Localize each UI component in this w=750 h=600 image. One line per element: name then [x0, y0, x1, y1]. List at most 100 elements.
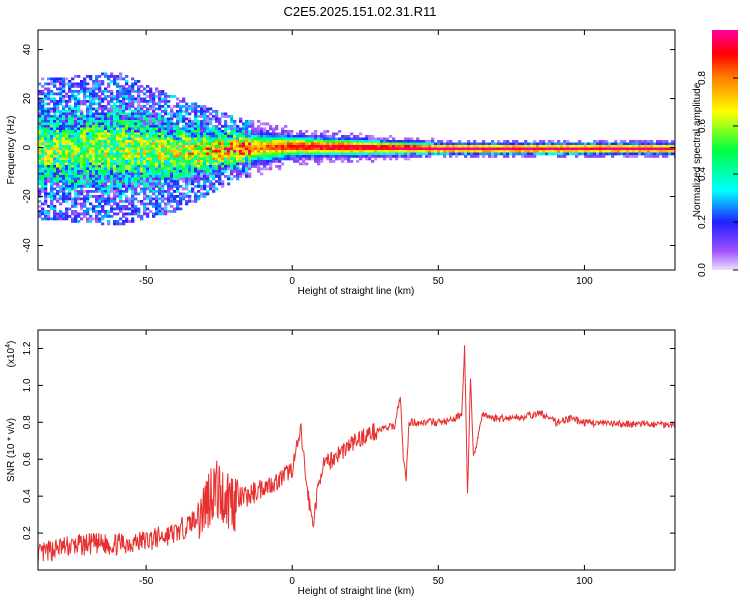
- heatmap-cell: [113, 165, 117, 168]
- heatmap-cell: [248, 157, 252, 161]
- heatmap-cell: [197, 175, 201, 178]
- heatmap-cell: [119, 187, 123, 191]
- heatmap-cell: [47, 120, 51, 123]
- heatmap-cell: [77, 97, 81, 101]
- heatmap-cell: [179, 110, 183, 113]
- heatmap-cell: [395, 157, 399, 161]
- heatmap-cell: [194, 135, 198, 138]
- heatmap-cell: [356, 152, 360, 156]
- heatmap-cell: [128, 165, 132, 168]
- heatmap-cell: [98, 195, 102, 198]
- heatmap-cell: [116, 182, 120, 186]
- heatmap-cell: [134, 210, 138, 213]
- heatmap-cell: [101, 162, 105, 166]
- heatmap-cell: [422, 145, 426, 148]
- heatmap-cell: [188, 132, 192, 136]
- heatmap-cell: [278, 167, 282, 171]
- heatmap-cell: [287, 132, 291, 136]
- heatmap-cell: [38, 107, 42, 111]
- heatmap-cell: [524, 152, 528, 156]
- heatmap-cell: [101, 182, 105, 186]
- heatmap-cell: [62, 180, 66, 183]
- heatmap-cell: [107, 195, 111, 198]
- heatmap-cell: [113, 175, 117, 178]
- heatmap-cell: [137, 215, 141, 218]
- heatmap-cell: [86, 127, 90, 131]
- heatmap-cell: [347, 135, 351, 138]
- heatmap-cell: [170, 127, 174, 131]
- heatmap-cell: [263, 122, 267, 126]
- heatmap-cell: [137, 122, 141, 126]
- heatmap-cell: [575, 152, 579, 156]
- heatmap-cell: [335, 147, 339, 151]
- heatmap-cell: [347, 160, 351, 163]
- heatmap-cell: [95, 150, 99, 153]
- heatmap-cell: [65, 105, 69, 108]
- heatmap-cell: [125, 175, 129, 178]
- heatmap-cell: [131, 97, 135, 101]
- heatmap-cell: [83, 100, 87, 103]
- heatmap-cell: [176, 152, 180, 156]
- heatmap-cell: [218, 127, 222, 131]
- heatmap-cell: [47, 135, 51, 138]
- heatmap-cell: [455, 150, 459, 153]
- heatmap-cell: [50, 97, 54, 101]
- heatmap-cell: [116, 142, 120, 146]
- heatmap-cell: [107, 180, 111, 183]
- heatmap-cell: [59, 115, 63, 118]
- heatmap-cell: [77, 85, 81, 88]
- heatmap-cell: [92, 157, 96, 161]
- heatmap-cell: [224, 132, 228, 136]
- heatmap-cell: [95, 205, 99, 208]
- heatmap-cell: [104, 192, 108, 196]
- heatmap-cell: [164, 125, 168, 128]
- heatmap-cell: [101, 140, 105, 143]
- heatmap-cell: [452, 145, 456, 148]
- heatmap-cell: [203, 192, 207, 196]
- heatmap-cell: [374, 150, 378, 153]
- heatmap-cell: [518, 142, 522, 146]
- heatmap-cell: [176, 207, 180, 211]
- heatmap-cell: [74, 137, 78, 141]
- heatmap-cell: [74, 100, 78, 103]
- heatmap-cell: [182, 170, 186, 173]
- heatmap-cell: [101, 170, 105, 173]
- heatmap-cell: [137, 112, 141, 116]
- heatmap-cell: [53, 122, 57, 126]
- heatmap-cell: [179, 185, 183, 188]
- heatmap-cell: [38, 110, 42, 113]
- heatmap-cell: [209, 170, 213, 173]
- heatmap-cell: [275, 137, 279, 141]
- heatmap-cell: [194, 137, 198, 141]
- heatmap-cell: [149, 197, 153, 201]
- heatmap-cell: [245, 140, 249, 143]
- heatmap-cell: [41, 210, 45, 213]
- heatmap-cell: [113, 180, 117, 183]
- heatmap-cell: [350, 137, 354, 141]
- heatmap-cell: [191, 102, 195, 106]
- heatmap-cell: [107, 202, 111, 206]
- heatmap-cell: [119, 87, 123, 91]
- heatmap-cell: [344, 137, 348, 141]
- heatmap-cell: [392, 137, 396, 141]
- heatmap-cell: [167, 147, 171, 151]
- heatmap-cell: [134, 160, 138, 163]
- heatmap-cell: [41, 102, 45, 106]
- heatmap-cell: [152, 117, 156, 121]
- heatmap-cell: [119, 147, 123, 151]
- heatmap-cell: [59, 187, 63, 191]
- heatmap-cell: [203, 167, 207, 171]
- heatmap-cell: [212, 132, 216, 136]
- heatmap-cell: [197, 140, 201, 143]
- heatmap-cell: [53, 205, 57, 208]
- heatmap-cell: [125, 102, 129, 106]
- heatmap-cell: [233, 147, 237, 151]
- heatmap-cell: [404, 147, 408, 151]
- heatmap-cell: [257, 167, 261, 171]
- heatmap-cell: [110, 162, 114, 166]
- heatmap-cell: [77, 127, 81, 131]
- heatmap-cell: [344, 150, 348, 153]
- heatmap-cell: [47, 155, 51, 158]
- heatmap-cell: [146, 180, 150, 183]
- heatmap-cell: [449, 152, 453, 156]
